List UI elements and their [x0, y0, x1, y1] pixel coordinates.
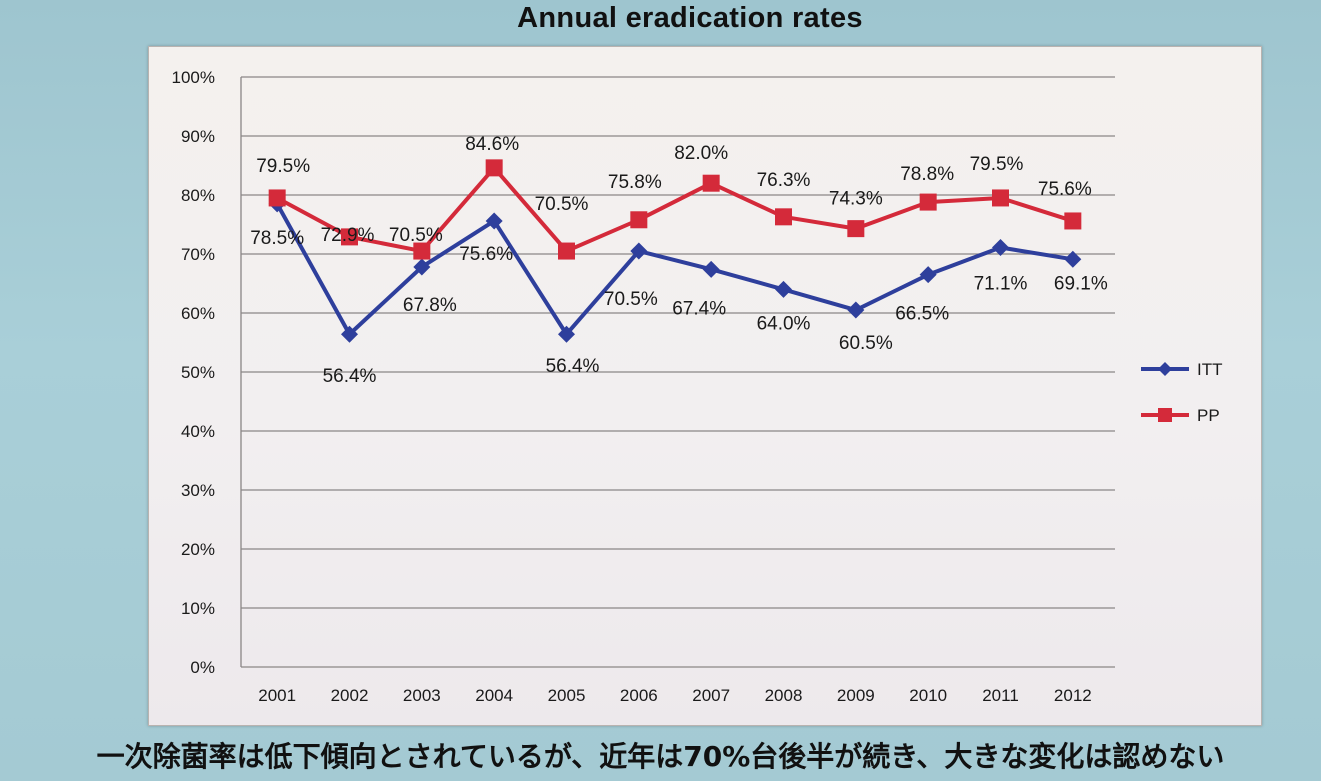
x-tick-label-2002: 2002: [331, 686, 369, 705]
data-label-itt-2001: 78.5%: [250, 228, 304, 249]
y-tick-label-40pct: 40%: [181, 422, 215, 441]
data-label-itt-2012: 69.1%: [1054, 273, 1108, 294]
data-label-pp-2012: 75.6%: [1038, 179, 1092, 200]
data-label-itt-2009: 60.5%: [839, 333, 893, 354]
data-point-pp-2010: [919, 193, 937, 211]
data-label-pp-2006: 75.8%: [608, 172, 662, 193]
data-label-itt-2006: 70.5%: [604, 289, 658, 310]
data-point-pp-2001: [268, 189, 286, 207]
data-point-pp-2009: [847, 220, 865, 238]
data-label-itt-2004: 75.6%: [459, 244, 513, 265]
chart-paper: 0% 10% 20% 30% 40% 50% 60% 70% 80% 90% 100% 2001 200…: [148, 46, 1262, 726]
data-label-pp-2009: 74.3%: [829, 189, 883, 210]
data-point-itt-2010: [919, 266, 937, 284]
data-point-pp-2002: [341, 228, 358, 246]
data-point-pp-2007: [702, 174, 720, 192]
y-tick-label-60pct: 60%: [181, 304, 215, 323]
y-tick-label-30pct: 30%: [181, 481, 215, 500]
data-label-pp-2010: 78.8%: [900, 164, 954, 185]
data-label-itt-2002: 56.4%: [323, 366, 377, 387]
legend-marker-itt: [1158, 362, 1172, 376]
data-label-itt-2005: 56.4%: [546, 356, 600, 377]
data-point-itt-2009: [847, 301, 865, 319]
data-point-itt-2003: [413, 258, 431, 276]
data-label-pp-2001: 79.5%: [256, 156, 310, 177]
legend-label-pp: PP: [1197, 406, 1220, 425]
y-tick-label-0pct: 0%: [190, 658, 215, 677]
data-label-pp-2008: 76.3%: [757, 170, 811, 191]
data-label-itt-2007: 67.4%: [672, 298, 726, 319]
data-point-itt-2006: [630, 242, 648, 260]
slide-caption: 一次除菌率は低下傾向とされているが、近年は70%台後半が続き、大きな変化は認めな…: [96, 740, 1225, 773]
y-tick-label-70pct: 70%: [181, 245, 215, 264]
data-label-pp-2007: 82.0%: [674, 143, 728, 164]
data-point-pp-2008: [775, 208, 792, 226]
legend-label-itt: ITT: [1197, 360, 1223, 379]
x-tick-label-2005: 2005: [548, 686, 586, 705]
x-tick-label-2001: 2001: [258, 686, 296, 705]
data-point-itt-2011: [992, 239, 1009, 257]
data-point-pp-2004: [485, 159, 503, 177]
y-tick-label-80pct: 80%: [181, 186, 215, 205]
y-tick-label-100pct: 100%: [172, 68, 215, 87]
data-label-pp-2002: 72.9%: [321, 225, 375, 246]
x-tick-label-2012: 2012: [1054, 686, 1092, 705]
x-tick-label-2006: 2006: [620, 686, 658, 705]
data-point-itt-2005: [558, 325, 575, 343]
data-label-pp-2011: 79.5%: [970, 154, 1024, 175]
data-point-itt-2008: [775, 280, 792, 298]
x-tick-label-2011: 2011: [982, 686, 1019, 705]
data-label-pp-2004: 84.6%: [465, 134, 519, 155]
data-point-itt-2004: [485, 212, 503, 230]
data-point-pp-2012: [1064, 212, 1082, 230]
y-tick-label-90pct: 90%: [181, 127, 215, 146]
data-label-itt-2008: 64.0%: [757, 313, 811, 334]
y-tick-label-50pct: 50%: [181, 363, 215, 382]
x-tick-label-2003: 2003: [403, 686, 441, 705]
slide-title: Annual eradication rates: [517, 2, 863, 34]
series-line-itt: [275, 202, 1074, 337]
x-tick-label-2004: 2004: [475, 686, 513, 705]
series-line-pp: [276, 165, 1074, 254]
data-label-pp-2005: 70.5%: [535, 194, 589, 215]
data-point-itt-2007: [702, 260, 720, 278]
x-tick-label-2007: 2007: [692, 686, 730, 705]
y-tick-label-20pct: 20%: [181, 540, 215, 559]
x-tick-label-2010: 2010: [909, 686, 947, 705]
legend-marker-pp: [1158, 408, 1172, 422]
y-tick-label-10pct: 10%: [181, 599, 215, 618]
data-label-itt-2010: 66.5%: [895, 304, 949, 325]
data-point-itt-2002: [341, 325, 358, 343]
line-chart: 0% 10% 20% 30% 40% 50% 60% 70% 80% 90% 100% 2001 200…: [172, 68, 1223, 705]
data-point-pp-2003: [413, 242, 431, 260]
data-point-pp-2005: [558, 242, 575, 260]
data-label-itt-2011: 71.1%: [974, 274, 1028, 295]
data-point-pp-2006: [630, 211, 648, 229]
x-tick-label-2008: 2008: [765, 686, 803, 705]
data-point-itt-2012: [1064, 250, 1082, 268]
data-label-pp-2003: 70.5%: [389, 225, 443, 246]
data-point-pp-2011: [992, 189, 1009, 207]
data-label-itt-2003: 67.8%: [403, 295, 457, 316]
x-tick-label-2009: 2009: [837, 686, 875, 705]
